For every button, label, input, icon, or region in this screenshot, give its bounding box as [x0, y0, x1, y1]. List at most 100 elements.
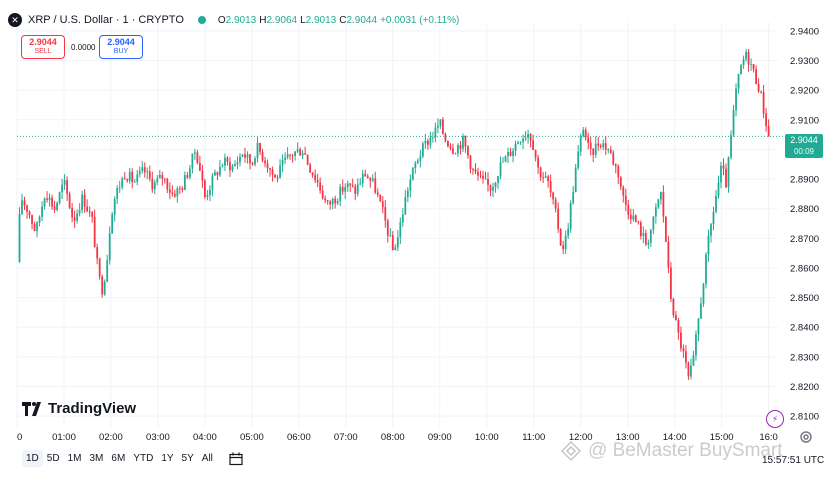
range-button-1m[interactable]: 1M [67, 453, 82, 464]
candle-body [193, 152, 196, 154]
candle-body [720, 165, 722, 183]
candle-body [48, 197, 51, 200]
candle-body [532, 140, 535, 151]
watermark: @ BeMaster BuySmart [560, 440, 783, 462]
candle-body [755, 69, 757, 84]
x-tick-label: 06:00 [287, 432, 311, 443]
candle-body [96, 247, 99, 259]
ohlc-values: O2.9013 H2.9064 L2.9013 C2.9044 +0.0031 … [218, 15, 460, 26]
candle-body [216, 172, 219, 176]
candle-body [221, 165, 224, 167]
candle-body [73, 217, 76, 221]
candle-body [524, 137, 527, 139]
buy-button[interactable]: 2.9044 BUY [99, 35, 143, 59]
candle-body [108, 233, 111, 261]
candle-body [98, 258, 101, 277]
candle-body [416, 160, 419, 163]
candle-body [424, 140, 427, 144]
last-price-value: 2.9044 [790, 135, 818, 145]
symbol-title[interactable]: XRP / U.S. Dollar · 1 · CRYPTO [28, 14, 184, 26]
range-button-1d[interactable]: 1D [22, 450, 43, 467]
candle-body [156, 178, 159, 183]
candle-body [562, 245, 565, 250]
candle-body [745, 51, 747, 60]
candle-body [514, 143, 517, 151]
candle-body [78, 210, 81, 214]
candle-body [188, 168, 191, 178]
range-toolbar: 1D 5D 1M 3M 6M YTD 1Y 5Y All [22, 450, 243, 467]
candle-body [409, 179, 412, 191]
candle-body [675, 315, 677, 320]
brand-name: TradingView [48, 400, 137, 417]
range-button-3m[interactable]: 3M [89, 453, 104, 464]
candle-body [419, 156, 422, 161]
candle-body [582, 129, 585, 137]
range-button-6m[interactable]: 6M [111, 453, 126, 464]
candle-body [454, 153, 457, 155]
candle-body [399, 222, 402, 238]
calendar-icon[interactable] [229, 452, 243, 466]
tradingview-logo[interactable]: TradingView [22, 400, 136, 417]
candle-body [301, 153, 304, 156]
range-button-5y[interactable]: 5Y [181, 453, 194, 464]
candle-body [577, 151, 580, 168]
candle-body [457, 145, 459, 154]
candle-body [584, 129, 587, 138]
candle-body [617, 165, 620, 178]
candle-body [158, 174, 161, 179]
x-tick-label: 03:00 [146, 432, 170, 443]
candle-body [91, 212, 94, 217]
candle-body [680, 332, 682, 349]
candle-body [143, 167, 146, 173]
lightning-icon[interactable]: ⚡ [766, 410, 784, 428]
candle-body [740, 65, 742, 75]
y-tick-label: 2.9100 [790, 115, 819, 126]
candle-body [291, 155, 294, 157]
trade-panel: 2.9044 SELL 0.0000 2.9044 BUY [21, 35, 143, 59]
candle-body [677, 319, 680, 333]
candle-body [507, 151, 509, 157]
candle-body [136, 174, 139, 182]
y-tick-label: 2.8600 [790, 263, 819, 274]
candle-body [168, 189, 171, 193]
candle-body [31, 215, 33, 224]
range-button-5d[interactable]: 5D [46, 453, 60, 464]
candle-body [196, 152, 199, 164]
candle-body [414, 162, 417, 169]
sell-button[interactable]: 2.9044 SELL [21, 35, 65, 59]
candle-body [76, 213, 79, 221]
candle-body [374, 178, 377, 193]
candle-body [391, 235, 394, 251]
candle-body [717, 182, 720, 196]
range-button-1y[interactable]: 1Y [161, 453, 174, 464]
candle-body [394, 247, 397, 251]
candle-body [214, 172, 216, 176]
candle-body [51, 197, 53, 207]
candle-body [93, 216, 96, 248]
candle-body [249, 154, 251, 164]
candle-body [101, 276, 104, 295]
candle-body [431, 137, 434, 139]
range-button-all[interactable]: All [201, 453, 213, 464]
candle-body [662, 192, 665, 217]
candle-body [334, 198, 337, 204]
buy-label: BUY [113, 48, 129, 55]
candle-body [224, 157, 226, 166]
tradingview-logo-icon [22, 401, 41, 416]
candle-body [572, 192, 575, 203]
candle-body [366, 176, 369, 179]
candle-body [71, 207, 74, 218]
candle-body [589, 142, 592, 149]
time-readout: 15:57:51 UTC [762, 455, 825, 466]
candle-body [314, 175, 317, 181]
gear-icon[interactable] [799, 430, 813, 444]
range-button-ytd[interactable]: YTD [133, 453, 154, 464]
candle-body [579, 136, 582, 152]
candle-body [306, 154, 309, 165]
candle-body [63, 180, 66, 185]
candle-body [386, 220, 389, 236]
candle-body [236, 162, 239, 165]
candle-body [376, 192, 379, 195]
candle-body [682, 348, 685, 352]
